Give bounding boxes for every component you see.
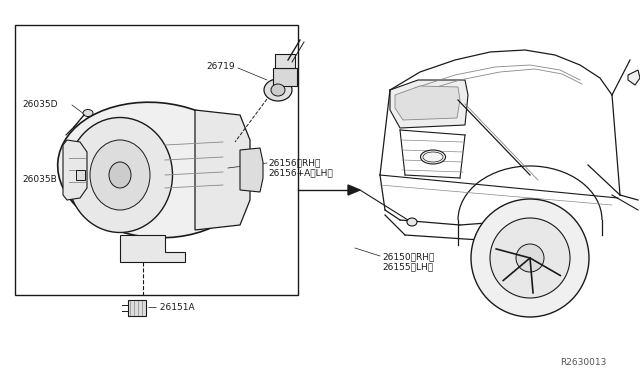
Polygon shape	[390, 80, 468, 128]
Ellipse shape	[420, 150, 445, 164]
Ellipse shape	[407, 218, 417, 226]
Polygon shape	[195, 110, 250, 230]
Polygon shape	[348, 185, 360, 195]
Ellipse shape	[471, 199, 589, 317]
Ellipse shape	[83, 109, 93, 116]
Text: 26035B: 26035B	[22, 175, 57, 184]
Bar	[15, 25, 298, 295]
Text: R2630013: R2630013	[560, 358, 606, 367]
Ellipse shape	[271, 84, 285, 96]
Polygon shape	[628, 70, 640, 85]
Polygon shape	[240, 148, 263, 192]
Ellipse shape	[58, 102, 252, 238]
Text: 26035D: 26035D	[22, 100, 58, 109]
Bar	[76, 170, 85, 180]
Text: 26150〈RH〉
26155〈LH〉: 26150〈RH〉 26155〈LH〉	[382, 252, 435, 272]
Polygon shape	[128, 300, 146, 316]
Bar	[275, 54, 295, 68]
Ellipse shape	[90, 140, 150, 210]
Polygon shape	[395, 86, 460, 120]
Text: 26156〈RH〉
26156+A〈LH〉: 26156〈RH〉 26156+A〈LH〉	[268, 158, 333, 177]
Ellipse shape	[490, 218, 570, 298]
Ellipse shape	[264, 79, 292, 101]
Ellipse shape	[67, 118, 173, 232]
Polygon shape	[120, 235, 185, 262]
Ellipse shape	[109, 162, 131, 188]
Polygon shape	[63, 140, 87, 200]
Ellipse shape	[516, 244, 544, 272]
Bar	[273, 68, 297, 86]
Text: 26719: 26719	[206, 62, 235, 71]
Text: — 26151A: — 26151A	[148, 303, 195, 312]
